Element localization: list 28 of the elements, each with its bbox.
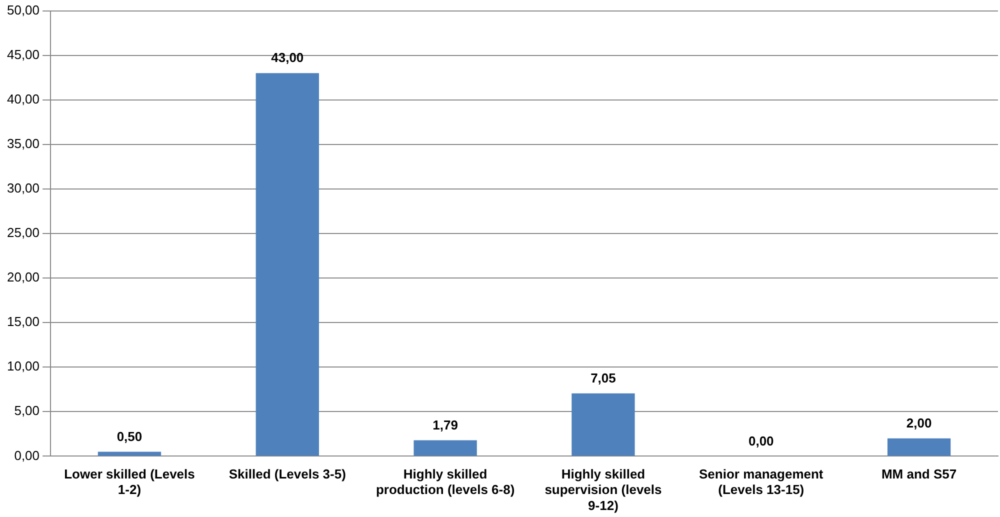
y-tick-label: 20,00 bbox=[6, 270, 40, 285]
data-label: 0,50 bbox=[116, 428, 142, 444]
data-label: 0,00 bbox=[748, 433, 774, 448]
x-tick-label: Senior management (Levels 13-15) bbox=[699, 466, 824, 498]
y-tick-label: 50,00 bbox=[6, 2, 40, 18]
y-tick-label: 40,00 bbox=[6, 91, 40, 106]
bar bbox=[414, 440, 477, 456]
y-tick-label: 45,00 bbox=[6, 46, 40, 62]
y-tick-label: 0,00 bbox=[14, 448, 40, 463]
bar bbox=[98, 452, 162, 456]
data-label: 2,00 bbox=[906, 415, 932, 430]
data-label: 43,00 bbox=[271, 50, 304, 66]
x-tick-label: MM and S57 bbox=[881, 466, 957, 482]
y-tick-label: 15,00 bbox=[6, 314, 40, 330]
x-tick-label: Lower skilled (Levels 1-2) bbox=[64, 466, 195, 498]
y-tick-label: 25,00 bbox=[6, 225, 40, 240]
y-tick-label: 5,00 bbox=[14, 403, 40, 418]
data-label: 7,05 bbox=[590, 370, 616, 386]
bar bbox=[572, 393, 635, 456]
y-tick-label: 30,00 bbox=[6, 180, 40, 196]
bar bbox=[256, 73, 319, 456]
x-tick-label: Highly skilled production (levels 6-8) bbox=[376, 466, 515, 498]
y-tick-label: 10,00 bbox=[6, 358, 40, 374]
bar bbox=[887, 438, 951, 456]
x-tick-label: Skilled (Levels 3-5) bbox=[228, 466, 346, 482]
data-label: 1,79 bbox=[432, 417, 458, 432]
x-tick-label: Highly skilled supervision (levels 9-12) bbox=[544, 466, 662, 513]
y-tick-label: 35,00 bbox=[6, 136, 40, 151]
